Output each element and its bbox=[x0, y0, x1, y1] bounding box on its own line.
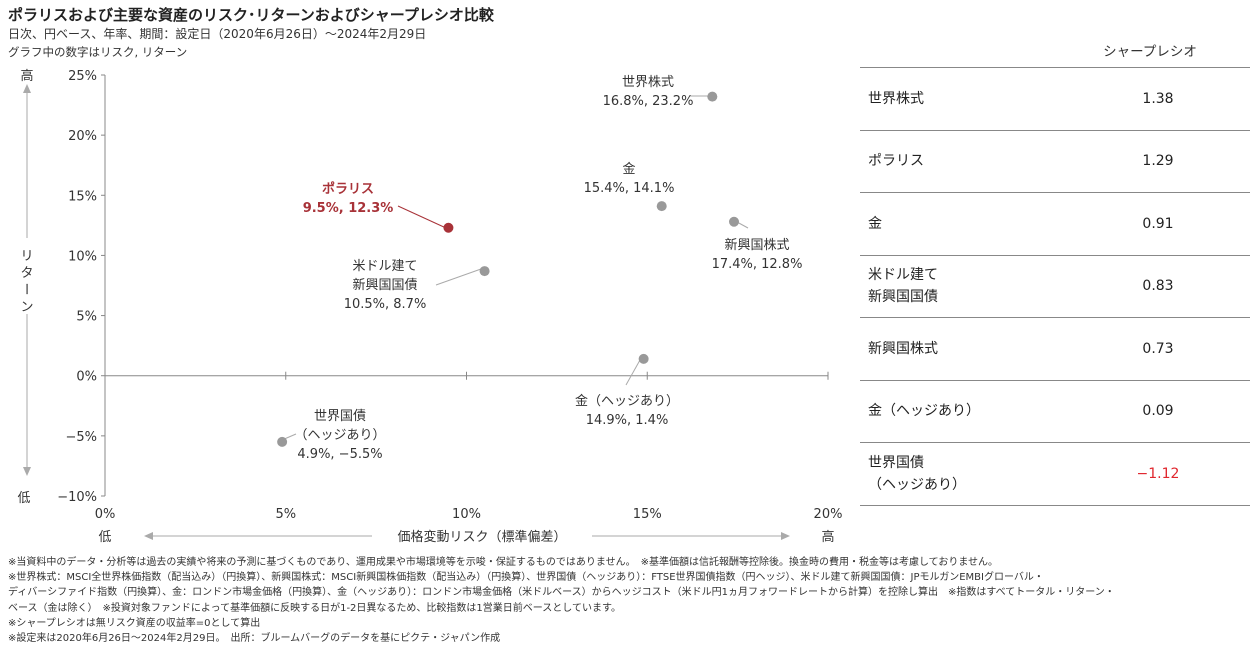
sharpe-asset-name: 世界株式 bbox=[868, 90, 924, 107]
x-tick-label: 0% bbox=[95, 507, 116, 522]
x-tick-label: 10% bbox=[452, 507, 481, 522]
sharpe-row: ポラリス 1.29 bbox=[860, 131, 1250, 193]
y-arrow-down-head bbox=[23, 467, 31, 476]
data-point bbox=[443, 222, 454, 233]
risk-return-scatter-chart: 25%20%15%10%5%0%−5%−10%0% 5% 10% 15% 20%高低リタ… bbox=[17, 68, 843, 545]
sharpe-row: 金（ヘッジあり） 0.09 bbox=[860, 381, 1250, 443]
point-name-label: 金（ヘッジあり） bbox=[575, 393, 679, 409]
sharpe-asset-name: 新興国株式 bbox=[868, 340, 938, 357]
sharpe-row: 世界国債 （ヘッジあり） −1.12 bbox=[860, 443, 1250, 506]
point-value-label: 4.9%, −5.5% bbox=[297, 447, 382, 462]
y-tick-label: −5% bbox=[65, 430, 97, 445]
data-point bbox=[656, 201, 667, 212]
point-value-label: 9.5%, 12.3% bbox=[303, 201, 394, 216]
sharpe-ratio-table: 世界株式 1.38 ポラリス 1.29 金 0.91 米ドル建て 新興国国債 0.83 新興国株… bbox=[860, 67, 1250, 506]
data-point bbox=[277, 436, 288, 447]
leader-line bbox=[625, 359, 641, 386]
point-name-label: 米ドル建て bbox=[352, 259, 417, 274]
y-axis-label: ン bbox=[20, 300, 33, 315]
y-axis-label: ー bbox=[18, 282, 33, 295]
data-point bbox=[729, 216, 740, 227]
sharpe-asset-name: 米ドル建て 新興国国債 bbox=[868, 267, 938, 306]
y-axis-label: タ bbox=[20, 266, 33, 281]
y-high-label: 高 bbox=[20, 68, 33, 84]
point-name-label: 金 bbox=[622, 161, 635, 177]
sharpe-row: 金 0.91 bbox=[860, 193, 1250, 256]
x-tick-label: 15% bbox=[633, 507, 662, 522]
leader-line bbox=[397, 205, 447, 229]
page-title: ポラリスおよび主要な資産のリスク･リターンおよびシャープレシオ比較 bbox=[8, 6, 494, 24]
y-tick-label: 15% bbox=[68, 189, 97, 204]
sharpe-value: 1.38 bbox=[1142, 90, 1174, 107]
point-name-label: 世界国債 bbox=[314, 409, 366, 424]
y-arrow-up-head bbox=[23, 84, 31, 93]
y-tick-label: 0% bbox=[76, 370, 97, 385]
x-tick-label: 5% bbox=[275, 507, 296, 522]
sharpe-asset-name: ポラリス bbox=[868, 153, 924, 170]
data-point bbox=[479, 266, 490, 277]
data-point bbox=[638, 353, 649, 364]
point-value-label: 10.5%, 8.7% bbox=[344, 297, 427, 312]
sharpe-row: 世界株式 1.38 bbox=[860, 68, 1250, 131]
point-value-label: 14.9%, 1.4% bbox=[586, 413, 669, 428]
x-arrow-right-head bbox=[781, 532, 790, 540]
sharpe-asset-name: 金（ヘッジあり） bbox=[868, 403, 980, 420]
footnotes: ※当資料中のデータ・分析等は過去の実績や将来の予測に基づくものであり、運用成果や… bbox=[8, 555, 1250, 646]
sharpe-row: 米ドル建て 新興国国債 0.83 bbox=[860, 256, 1250, 318]
footnote-line: ディバーシファイド指数（円換算）、金：ロンドン市場金価格（円換算）、金（ヘッジあ… bbox=[8, 587, 1115, 599]
y-tick-label: 25% bbox=[68, 69, 97, 84]
sharpe-asset-name: 金 bbox=[868, 215, 882, 232]
leader-line bbox=[435, 268, 482, 286]
sharpe-value: 0.83 bbox=[1142, 278, 1174, 295]
point-value-label: 17.4%, 12.8% bbox=[712, 257, 803, 272]
footnote-line: ※設定来は2020年6月26日～2024年2月29日。 出所：ブルームバーグのデ… bbox=[8, 633, 501, 645]
point-value-label: 16.8%, 23.2% bbox=[603, 94, 694, 109]
point-name-label: （ヘッジあり） bbox=[294, 428, 385, 443]
point-name-label: 新興国株式 bbox=[724, 237, 789, 253]
sharpe-value: 0.73 bbox=[1142, 340, 1174, 357]
point-name-label: ポラリス bbox=[322, 181, 374, 197]
sharpe-ratio-header: シャープレシオ bbox=[1103, 44, 1197, 60]
y-tick-label: 10% bbox=[68, 249, 97, 264]
x-tick-label: 20% bbox=[814, 507, 843, 522]
point-name-label: 世界株式 bbox=[622, 75, 674, 90]
subtitle-note: グラフ中の数字はリスク, リターン bbox=[8, 45, 188, 59]
point-name-label: 新興国国債 bbox=[352, 277, 417, 293]
y-tick-label: 5% bbox=[76, 310, 97, 325]
sharpe-value: −1.12 bbox=[1136, 465, 1180, 482]
sharpe-value: 0.09 bbox=[1142, 403, 1174, 420]
footnote-line: ※世界株式：MSCI全世界株価指数（配当込み）（円換算）、新興国株式：MSCI新… bbox=[8, 572, 1044, 584]
data-point bbox=[707, 91, 718, 102]
subtitle-period: 日次、円ベース、年率、期間：設定日（2020年6月26日）～2024年2月29日 bbox=[8, 27, 427, 41]
y-low-label: 低 bbox=[17, 491, 30, 506]
y-tick-label: 20% bbox=[68, 129, 97, 144]
footnote-line: ※当資料中のデータ・分析等は過去の実績や将来の予測に基づくものであり、運用成果や… bbox=[8, 557, 999, 568]
y-axis-label: リ bbox=[20, 249, 33, 264]
x-low-label: 低 bbox=[98, 530, 111, 545]
x-high-label: 高 bbox=[821, 529, 834, 545]
point-value-label: 15.4%, 14.1% bbox=[584, 181, 675, 196]
sharpe-value: 1.29 bbox=[1142, 153, 1174, 170]
sharpe-row: 新興国株式 0.73 bbox=[860, 318, 1250, 381]
sharpe-asset-name: 世界国債 （ヘッジあり） bbox=[868, 454, 966, 493]
y-tick-label: −10% bbox=[57, 490, 97, 505]
footnote-line: ※シャープレシオは無リスク資産の収益率=0として算出 bbox=[8, 617, 261, 629]
x-axis-label: 価格変動リスク（標準偏差） bbox=[397, 529, 566, 545]
x-arrow-left-head bbox=[144, 532, 153, 540]
sharpe-value: 0.91 bbox=[1142, 215, 1174, 232]
footnote-line: ベース（金は除く） ※投資対象ファンドによって基準価額に反映する日が1-2日異な… bbox=[8, 602, 621, 614]
